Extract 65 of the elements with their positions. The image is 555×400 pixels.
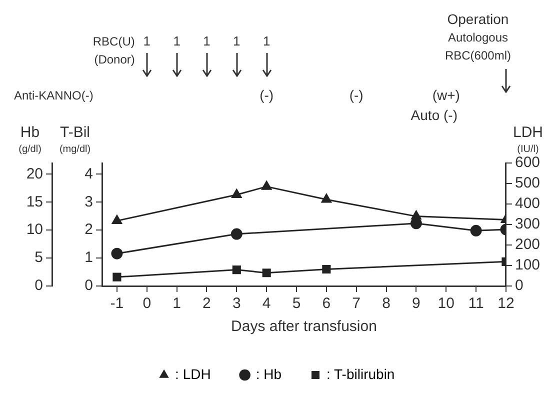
text: 1 (262, 34, 270, 49)
point (411, 210, 422, 220)
x-tick-label: -1 (110, 295, 124, 312)
x-tick-label: 6 (322, 295, 331, 312)
y2-tick-label: 500 (514, 174, 540, 192)
text: (-) (349, 86, 364, 103)
x-tick-label: 1 (172, 295, 181, 312)
y3-tick-label: 4 (84, 165, 93, 182)
text: Auto (-) (410, 106, 458, 123)
legend-label: : Hb (256, 366, 282, 382)
y2-tick-label: 200 (514, 236, 540, 254)
x-tick-label: 8 (382, 295, 390, 312)
text: (w+) (432, 86, 460, 103)
y2-tick-label: 0 (514, 277, 524, 294)
text: Anti-KANNO(-) (14, 88, 94, 102)
x-tick-label: 2 (202, 295, 211, 312)
y3-tick-label: 1 (84, 249, 93, 266)
point (111, 248, 123, 260)
point (262, 180, 272, 190)
y-tick-label: 20 (26, 165, 43, 182)
text: 1 (143, 34, 151, 49)
point (230, 228, 242, 240)
x-tick-label: 10 (438, 295, 454, 312)
y-tick-label: 0 (34, 277, 43, 294)
text: Autologous (448, 30, 508, 44)
y3-tick-label: 2 (84, 221, 93, 238)
point (470, 224, 482, 236)
text: RBC(U) (92, 34, 135, 48)
point (232, 189, 242, 198)
x-axis-title: Days after transfusion (231, 318, 377, 336)
y-axis-title: Hb (g/dl) (18, 124, 42, 155)
point (262, 268, 271, 278)
y3-tick-label: 3 (84, 193, 93, 210)
point (232, 266, 241, 274)
x-tick-label: 0 (142, 295, 152, 312)
y2-tick-label: 300 (514, 216, 540, 233)
text: Operation (447, 10, 509, 27)
legend-label: : T-bilirubin (326, 366, 395, 382)
y-tick-label: 5 (34, 249, 43, 266)
text: 1 (203, 34, 210, 49)
point (322, 264, 331, 274)
y2-tick-label: 100 (514, 256, 540, 274)
y-tick-label: 15 (26, 193, 43, 210)
y3-axis-title: T-Bil (mg/dl) (59, 124, 91, 155)
text: RBC(600ml) (444, 48, 511, 62)
text: 1 (233, 34, 240, 49)
y2-axis-title: LDH (IU/l) (512, 124, 543, 155)
y2-tick-label: 600 (514, 154, 540, 172)
text: 1 (173, 34, 180, 49)
text: (-) (260, 86, 274, 103)
point (112, 272, 122, 282)
x-tick-label: 3 (232, 295, 241, 312)
point (321, 194, 332, 203)
point (112, 215, 122, 224)
y2-tick-label: 400 (514, 195, 540, 212)
y3-tick-label: 0 (84, 277, 93, 294)
legend-label: : LDH (175, 366, 211, 382)
text: (Donor) (94, 52, 135, 66)
x-tick-label: 5 (292, 295, 301, 312)
x-tick-label: 12 (498, 295, 514, 312)
x-tick-label: 4 (262, 295, 271, 312)
x-tick-label: 11 (468, 295, 484, 312)
x-tick-label: 7 (352, 295, 361, 312)
y-tick-label: 10 (26, 221, 43, 238)
x-tick-label: 9 (412, 295, 420, 312)
